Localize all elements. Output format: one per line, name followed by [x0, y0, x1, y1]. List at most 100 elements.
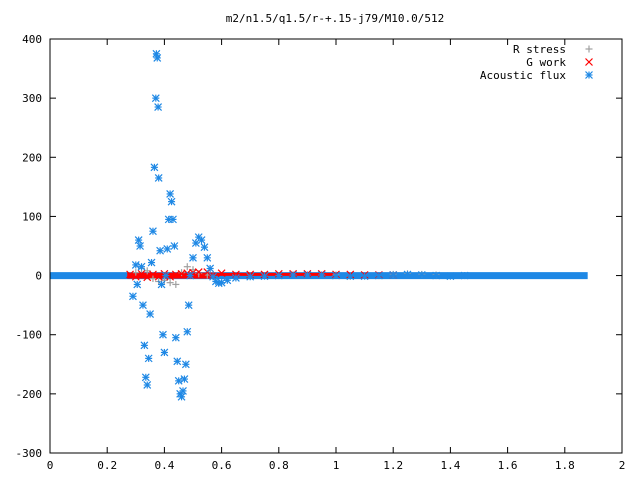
legend-marker [585, 45, 593, 53]
data-point [317, 271, 326, 279]
data-point [137, 262, 146, 271]
data-point [186, 271, 195, 280]
data-point [206, 264, 215, 273]
data-point [183, 263, 191, 271]
data-point [194, 268, 203, 276]
data-point [153, 54, 162, 62]
x-tick-label: 1.8 [555, 459, 575, 472]
data-point [126, 270, 135, 279]
series-acoustic-flux [129, 49, 469, 401]
x-tick-label: 1.4 [440, 459, 460, 472]
data-point [346, 272, 355, 281]
x-tick-labels: 0 0.2 0.4 0.6 0.8 1 1.2 1.4 1.6 1.8 2 [47, 459, 626, 472]
x-tick-label: 0.6 [212, 459, 232, 472]
data-point [177, 392, 186, 401]
data-point [289, 271, 298, 279]
data-point [147, 258, 156, 267]
data-point [217, 269, 226, 278]
data-point [129, 292, 137, 301]
y-tick-label: 100 [22, 210, 42, 223]
data-point [223, 276, 232, 285]
y-tick-labels: 400 300 200 100 0 -100 -200 -300 [16, 33, 43, 460]
legend-marker [585, 58, 593, 66]
data-point [184, 301, 193, 310]
legend-label: G work [526, 56, 566, 69]
x-tick-label: 0.2 [97, 459, 117, 472]
data-point [166, 279, 174, 287]
data-point [134, 236, 143, 245]
data-point [154, 103, 163, 111]
data-point [151, 94, 160, 103]
y-tick-label: -300 [16, 447, 43, 460]
y-tick-label: 0 [35, 270, 42, 283]
data-point [360, 272, 369, 281]
data-point [170, 242, 179, 250]
data-point [432, 271, 441, 280]
data-point [141, 373, 150, 382]
data-point [231, 274, 240, 282]
y-tick-label: 200 [22, 151, 42, 164]
data-point [137, 269, 146, 278]
data-point [332, 271, 340, 280]
axis-ticks [49, 38, 623, 454]
data-point [149, 227, 157, 236]
data-point [152, 49, 161, 58]
data-point [136, 242, 145, 250]
data-point [200, 243, 209, 252]
data-point [189, 253, 197, 262]
y-tick-label: 300 [22, 92, 42, 105]
data-point [389, 271, 398, 279]
data-point [131, 272, 140, 281]
x-tick-label: 2 [619, 459, 626, 472]
data-point [246, 272, 255, 281]
data-point [203, 253, 212, 262]
legend-label: R stress [513, 43, 566, 56]
data-point [154, 174, 163, 182]
data-point [274, 271, 283, 280]
data-point [146, 310, 155, 318]
data-point [156, 246, 165, 255]
data-point [446, 272, 455, 281]
data-point [167, 197, 176, 206]
data-point [154, 272, 163, 281]
data-point [143, 381, 152, 389]
x-tick-label: 1.6 [498, 459, 518, 472]
x-tick-label: 0.4 [154, 459, 174, 472]
data-point [260, 272, 269, 281]
data-point [144, 354, 153, 363]
data-point [231, 270, 240, 279]
chart-title: m2/n1.5/q1.5/r-+.15-j79/M10.0/512 [226, 12, 445, 25]
data-point [139, 301, 147, 310]
data-point [173, 357, 182, 366]
y-tick-label: -200 [16, 388, 43, 401]
data-point [157, 280, 166, 289]
data-point [183, 327, 192, 336]
data-point [169, 215, 177, 224]
data-point [178, 269, 186, 277]
data-point [166, 190, 175, 198]
x-tick-label: 1.2 [383, 459, 403, 472]
x-tick-label: 0 [47, 459, 54, 472]
data-point [161, 271, 170, 280]
data-point [133, 280, 142, 289]
data-point [132, 269, 140, 277]
data-point [174, 376, 183, 385]
data-point [131, 261, 140, 269]
data-point [172, 280, 180, 288]
x-tick-label: 0.8 [269, 459, 289, 472]
data-point [403, 270, 412, 279]
data-point [160, 348, 169, 357]
data-point [460, 271, 469, 280]
data-point [159, 330, 167, 339]
data-point [197, 236, 206, 245]
data-point [180, 375, 189, 383]
data-point [181, 360, 190, 369]
data-point [179, 386, 187, 395]
data-point [374, 271, 383, 280]
data-point [171, 333, 180, 342]
y-tick-label: -100 [16, 329, 43, 342]
plot-frame [49, 38, 623, 454]
data-point [163, 245, 172, 253]
